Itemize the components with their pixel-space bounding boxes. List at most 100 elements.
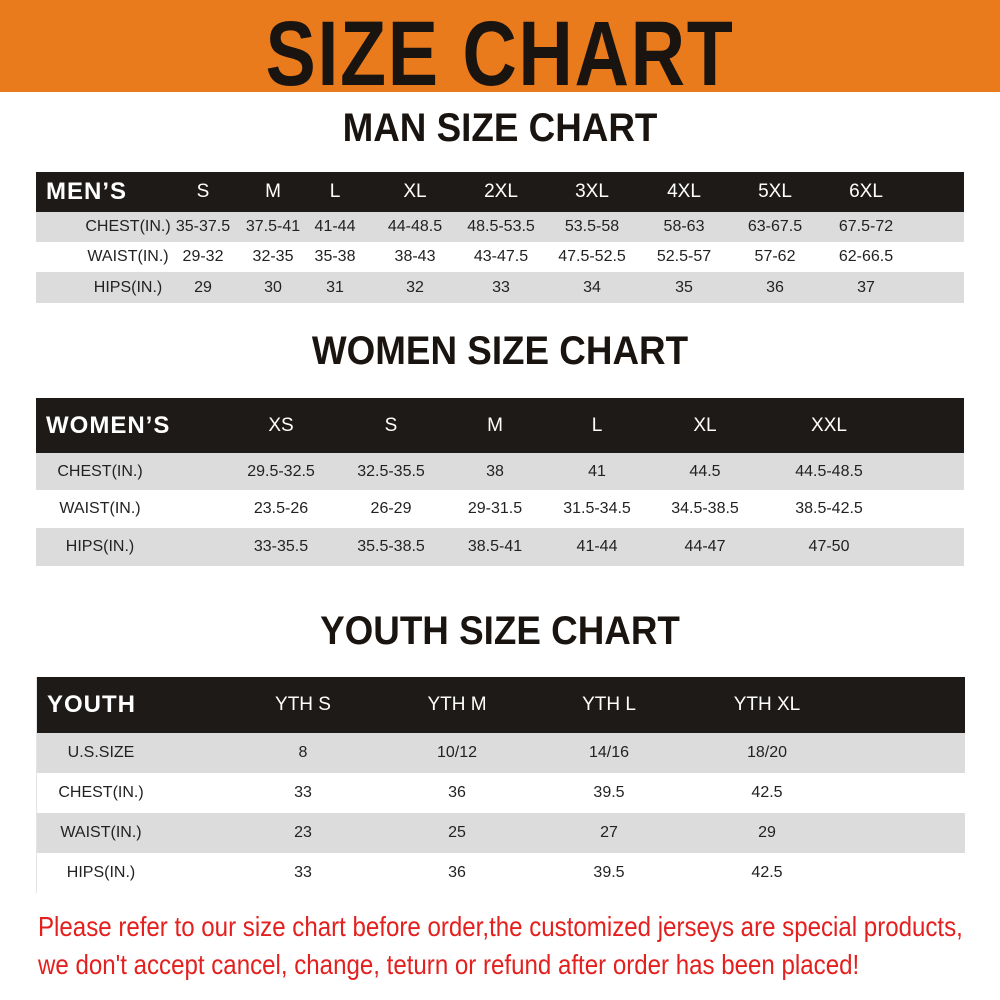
table-row: HIPS(IN.) 33 36 39.5 42.5 [37, 853, 965, 893]
row-label: U.S.SIZE [67, 744, 135, 761]
women-size-table: WOMEN’S XS S M L XL XXL CHEST(IN.) 29.5-32.5 32.5… [36, 398, 964, 566]
row-label: WAIST(IN.) [87, 248, 169, 265]
youth-section-title: YOUTH SIZE CHART [320, 609, 680, 653]
cell-value: 38 [486, 462, 504, 480]
cell-value: 26-29 [370, 500, 412, 517]
table-header-row: YOUTH YTH S YTH M YTH L YTH XL [37, 677, 965, 733]
cell-value: 58-63 [663, 218, 705, 235]
cell-value: 33 [294, 864, 312, 881]
row-label: CHEST(IN.) [85, 218, 171, 235]
cell-value: XS [268, 414, 294, 436]
cell-value: XL [403, 181, 427, 202]
cell-value: 43-47.5 [473, 248, 529, 265]
cell-value: 41-44 [576, 538, 618, 555]
row-label: YOUTH [47, 691, 136, 718]
cell-value: 31.5-34.5 [563, 500, 631, 517]
cell-value: 67.5-72 [838, 218, 894, 235]
cell-value: 2XL [484, 181, 518, 202]
cell-value: 42.5 [751, 864, 783, 881]
cell-value: YTH M [427, 694, 487, 715]
cell-value: S [384, 414, 398, 436]
cell-value: 33 [492, 278, 510, 296]
cell-value: 41-44 [314, 218, 356, 235]
cell-value: 29.5-32.5 [247, 462, 315, 480]
cell-value: 31 [326, 278, 344, 296]
cell-value: YTH S [275, 694, 331, 715]
women-section-title: WOMEN SIZE CHART [311, 329, 689, 373]
cell-value: 25 [448, 824, 466, 841]
cell-value: 57-62 [754, 248, 796, 265]
row-label: MEN’S [46, 178, 128, 205]
cell-value: 32 [406, 278, 424, 296]
table-header-row: MEN’S S M L XL 2XL 3XL 4XL 5XL 6XL [36, 172, 964, 212]
cell-value: 33 [294, 784, 312, 801]
table-row: U.S.SIZE 8 10/12 14/16 18/20 [37, 733, 965, 773]
cell-value: 34 [583, 278, 601, 296]
cell-value: 8 [298, 744, 308, 761]
cell-value: 39.5 [593, 864, 625, 881]
cell-value: 41 [588, 462, 606, 480]
cell-value: 37 [857, 278, 875, 296]
row-label: CHEST(IN.) [57, 462, 143, 480]
cell-value: 30 [264, 278, 282, 296]
cell-value: 44.5 [689, 462, 721, 480]
cell-value: YTH L [582, 694, 636, 715]
page-title: SIZE CHART [265, 3, 735, 105]
cell-value: 6XL [849, 181, 883, 202]
men-size-table: MEN’S S M L XL 2XL 3XL 4XL 5XL 6XL CHEST(IN.) 35-37… [36, 172, 964, 303]
men-section-title: MAN SIZE CHART [342, 106, 658, 150]
cell-value: 44-47 [684, 538, 726, 555]
row-label: WAIST(IN.) [59, 500, 141, 517]
table-header-row: WOMEN’S XS S M L XL XXL [36, 398, 964, 453]
cell-value: 44.5-48.5 [795, 462, 863, 480]
cell-value: 4XL [667, 181, 701, 202]
row-label: WOMEN’S [46, 411, 171, 439]
cell-value: 35 [675, 278, 693, 296]
youth-size-table: YOUTH YTH S YTH M YTH L YTH XL U.S.SIZE 8 10/12… [36, 677, 965, 893]
cell-value: 44-48.5 [387, 218, 443, 235]
table-row: CHEST(IN.) 33 36 39.5 42.5 [37, 773, 965, 813]
cell-value: 47.5-52.5 [558, 248, 626, 265]
cell-value: 5XL [758, 181, 792, 202]
cell-value: 36 [448, 784, 466, 801]
cell-value: 48.5-53.5 [467, 218, 535, 235]
cell-value: 29-32 [182, 248, 224, 265]
row-label: HIPS(IN.) [65, 538, 135, 555]
cell-value: 33-35.5 [253, 538, 309, 555]
cell-value: 29-31.5 [467, 500, 523, 517]
notice-line-1: Please refer to our size chart before or… [38, 911, 963, 942]
table-row: HIPS(IN.) 29 30 31 32 33 34 35 36 37 [36, 272, 964, 303]
row-label: HIPS(IN.) [93, 278, 163, 296]
cell-value: 34.5-38.5 [671, 500, 739, 517]
cell-value: 39.5 [593, 784, 625, 801]
cell-value: 38.5-42.5 [795, 500, 863, 517]
header-banner: SIZE CHART [0, 0, 1000, 105]
cell-value: 10/12 [436, 744, 478, 761]
cell-value: 38-43 [394, 248, 436, 265]
row-label: HIPS(IN.) [66, 864, 136, 881]
cell-value: S [196, 181, 210, 202]
cell-value: L [329, 181, 341, 202]
cell-value: 23 [294, 824, 312, 841]
cell-value: 3XL [575, 181, 609, 202]
cell-value: 14/16 [588, 744, 630, 761]
cell-value: 37.5-41 [245, 218, 301, 235]
cell-value: 36 [448, 864, 466, 881]
cell-value: 47-50 [808, 538, 850, 555]
row-label: WAIST(IN.) [60, 824, 142, 841]
table-row: CHEST(IN.) 35-37.5 37.5-41 41-44 44-48.5 48.5… [36, 212, 964, 242]
cell-value: 29 [194, 278, 212, 296]
table-row: CHEST(IN.) 29.5-32.5 32.5-35.5 38 41 44.5 44.5… [36, 453, 964, 490]
cell-value: 63-67.5 [747, 218, 803, 235]
cell-value: 38.5-41 [467, 538, 523, 555]
table-row: WAIST(IN.) 29-32 32-35 35-38 38-43 43-47.5 47.… [36, 242, 964, 272]
cell-value: 35-37.5 [175, 218, 231, 235]
cell-value: XL [693, 414, 717, 436]
cell-value: 27 [600, 824, 618, 841]
cell-value: XXL [811, 414, 847, 436]
cell-value: 35-38 [314, 248, 356, 265]
cell-value: 32-35 [252, 248, 294, 265]
cell-value: M [487, 414, 503, 436]
notice-line-2: we don't accept cancel, change, teturn o… [38, 949, 860, 980]
cell-value: YTH XL [733, 694, 801, 715]
